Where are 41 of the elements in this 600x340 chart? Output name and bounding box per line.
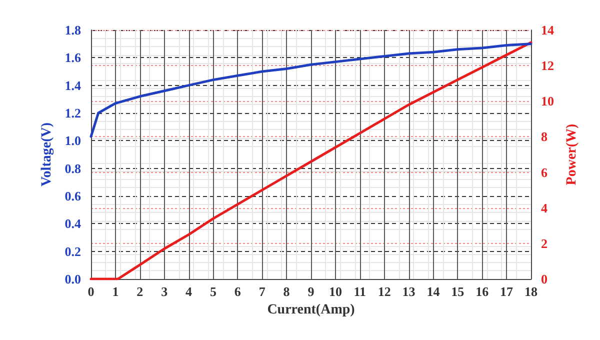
x-tick-label: 18 — [524, 284, 538, 299]
y2-tick-label: 14 — [541, 22, 554, 38]
y-tick-label: 1.2 — [64, 106, 81, 120]
x-tick-label: 6 — [234, 284, 242, 299]
x-tick-label: 2 — [136, 284, 144, 299]
x-tick-label: 17 — [500, 284, 514, 299]
x-tick-label: 9 — [308, 284, 315, 299]
x-tick-label: 16 — [476, 284, 490, 299]
x-tick-label: 14 — [426, 284, 440, 299]
x-axis-title: Current(Amp) — [267, 302, 356, 318]
y-tick-label: 1.6 — [64, 50, 82, 66]
y-tick-label: 0.2 — [64, 244, 81, 259]
y-tick-label: 0.6 — [64, 188, 82, 204]
x-tick-label: 13 — [402, 284, 416, 299]
y-tick-label: 0.0 — [64, 272, 81, 286]
x-tick-label: 11 — [354, 284, 366, 299]
x-tick-label: 12 — [378, 284, 391, 299]
x-tick-label: 3 — [161, 284, 168, 299]
x-tick-label: 7 — [258, 284, 266, 299]
y2-tick-label: 0 — [541, 272, 548, 286]
y2-tick-label: 6 — [541, 164, 548, 180]
x-tick-label: 15 — [451, 284, 465, 299]
y2-tick-label: 2 — [541, 236, 548, 251]
y-axis-title: Voltage(V) — [39, 122, 54, 187]
x-tick-label: 4 — [186, 284, 193, 299]
y-tick-label: 0.4 — [64, 216, 82, 232]
x-tick-label: 1 — [112, 284, 119, 299]
x-tick-label: 8 — [283, 284, 290, 299]
x-tick-label: 0 — [88, 284, 94, 299]
x-tick-label: 10 — [328, 284, 342, 299]
y2-tick-label: 12 — [541, 58, 554, 74]
y-tick-label: 1.0 — [64, 133, 81, 148]
y-tick-label: 1.4 — [64, 78, 82, 93]
y2-tick-label: 4 — [541, 200, 548, 216]
x-tick-label: 5 — [210, 284, 217, 299]
y2-axis-title: Power(W) — [564, 123, 580, 186]
line-series — [90, 42, 532, 138]
y2-tick-label: 8 — [541, 129, 548, 144]
y-tick-label: 0.8 — [64, 160, 82, 176]
y2-tick-label: 10 — [541, 94, 554, 109]
y-tick-label: 1.8 — [64, 22, 82, 38]
